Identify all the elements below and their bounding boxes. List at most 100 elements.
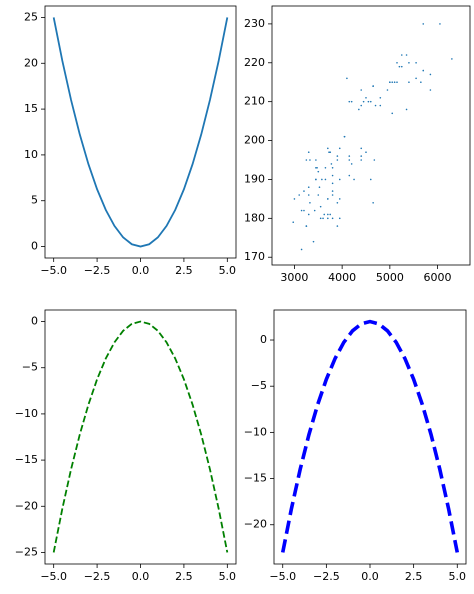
point (315, 159, 317, 161)
point (362, 100, 365, 103)
point (305, 159, 308, 161)
axes-frame (44, 5, 237, 259)
point (328, 151, 330, 154)
point (360, 104, 363, 107)
x-tick-label: −2.5 (313, 570, 340, 583)
point (360, 147, 363, 150)
point (400, 54, 403, 56)
y-tick-label: −15 (244, 472, 267, 485)
point (396, 81, 398, 84)
point (379, 104, 382, 107)
point (324, 166, 327, 169)
point (405, 108, 408, 111)
point (348, 159, 351, 161)
point (292, 221, 295, 224)
point (324, 178, 327, 181)
x-tick-label: −5.0 (40, 570, 67, 583)
x-tick-label: 0.0 (132, 570, 150, 583)
point (400, 65, 403, 68)
point (405, 54, 408, 56)
point (293, 198, 296, 200)
point (346, 77, 348, 80)
axes-frame (44, 309, 237, 565)
point (422, 69, 425, 72)
line (280, 319, 460, 553)
point (360, 155, 363, 157)
point (307, 213, 310, 216)
point (348, 174, 351, 177)
x-tick-label: 4000 (328, 271, 356, 284)
point (358, 108, 360, 111)
y-tick-label: −25 (15, 545, 38, 558)
point (321, 178, 323, 181)
point (315, 178, 317, 181)
y-tick-label: −20 (244, 518, 267, 531)
point (372, 201, 374, 204)
point (396, 61, 398, 64)
y-tick-label: 220 (244, 56, 265, 69)
y-tick-label: −5 (22, 361, 38, 374)
y-tick-label: −10 (15, 407, 38, 420)
point (319, 217, 322, 220)
y-tick-label: 170 (244, 250, 265, 263)
point (327, 217, 329, 220)
point (348, 155, 351, 157)
y-tick-label: −15 (15, 453, 38, 466)
point (373, 159, 376, 161)
x-tick-label: −2.5 (84, 570, 111, 583)
axes-frame (273, 309, 467, 565)
point (420, 81, 422, 84)
x-tick-label: 2.5 (175, 264, 193, 277)
point (365, 151, 367, 154)
x-tick-label: 6000 (424, 271, 452, 284)
x-tick-label: 5.0 (219, 570, 237, 583)
point (372, 85, 374, 87)
point (338, 147, 341, 150)
point (429, 73, 432, 76)
y-tick-label: 5 (31, 194, 38, 207)
point (338, 198, 341, 200)
point (439, 23, 441, 25)
line (52, 320, 229, 553)
x-tick-label: 2.5 (175, 570, 193, 583)
point (316, 166, 318, 169)
point (323, 213, 326, 216)
x-tick-label: 2.5 (405, 570, 423, 583)
axes-frame (271, 5, 471, 266)
point (398, 65, 401, 68)
x-tick-label: 5.0 (449, 570, 467, 583)
point (322, 217, 324, 220)
point (408, 61, 410, 64)
point (331, 217, 334, 220)
point (360, 159, 363, 161)
y-tick-label: 180 (244, 211, 265, 224)
y-tick-label: 0 (31, 240, 38, 253)
point (317, 194, 320, 196)
point (312, 240, 315, 243)
x-tick-label: −5.0 (40, 264, 67, 277)
point (317, 170, 320, 173)
point (307, 186, 310, 189)
point (309, 201, 311, 204)
y-tick-label: 10 (24, 148, 38, 161)
y-tick-label: 0 (260, 333, 267, 346)
point (350, 100, 353, 103)
point (369, 178, 372, 181)
point (336, 225, 339, 227)
x-tick-label: 5.0 (219, 264, 237, 277)
point (415, 61, 417, 64)
point (336, 159, 339, 161)
y-tick-label: 20 (24, 56, 38, 69)
point (408, 81, 410, 84)
y-tick-label: −10 (244, 425, 267, 438)
point (343, 135, 346, 138)
x-tick-label: −2.5 (84, 264, 111, 277)
y-tick-label: 190 (244, 172, 265, 185)
point (331, 190, 334, 192)
point (374, 104, 377, 107)
point (389, 81, 391, 84)
point (315, 166, 317, 169)
point (338, 217, 341, 220)
point (422, 23, 425, 25)
